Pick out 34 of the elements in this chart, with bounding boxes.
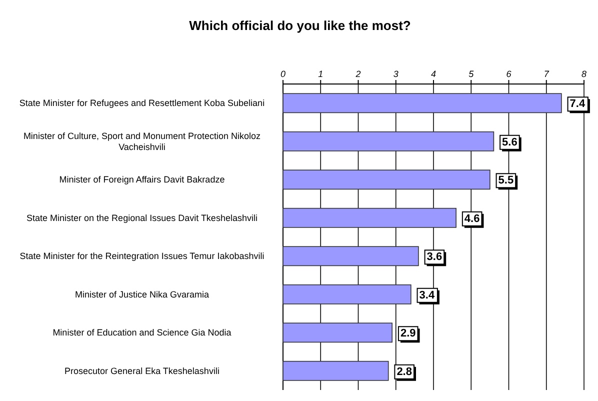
x-tick-label: 0: [280, 69, 286, 79]
data-label: 2.8: [396, 366, 412, 378]
chart-title: Which official do you like the most?: [189, 18, 411, 33]
y-tick-label: Minister of Education and Science Gia Nodia: [52, 328, 232, 338]
y-tick-label: State Minister on the Regional Issues Davit Tkeshelashvili: [26, 212, 258, 223]
y-tick-label: Minister of Justice Nika Gvaramia: [74, 289, 210, 300]
bar: [282, 284, 412, 304]
data-label: 3.4: [419, 289, 436, 302]
data-label: 5.5: [498, 174, 514, 187]
bar: [282, 246, 419, 266]
y-tick-label: Minister of Foreign Affairs Davit Bakradze: [59, 174, 225, 185]
x-tick-label: 3: [393, 69, 398, 79]
x-tick-label: 7: [544, 69, 550, 79]
x-tick-label: 6: [506, 69, 512, 79]
x-tick-label: 4: [430, 69, 436, 79]
x-tick-label: 8: [581, 69, 587, 79]
x-tick-label: 5: [468, 69, 475, 79]
bar: [282, 322, 393, 343]
x-tick-label: 1: [318, 69, 324, 79]
y-tick-label: Minister of Culture, Sport and Monument Protection Nikoloz Vacheishvili: [23, 130, 262, 152]
data-label: 7.4: [570, 98, 586, 110]
data-label: 3.6: [426, 251, 442, 264]
data-label: 4.6: [464, 212, 480, 225]
y-tick-label: State Minister for Refugees and Resettlement Koba Subeliani: [19, 98, 265, 108]
x-tick-label: 2: [354, 69, 361, 79]
bar: [282, 360, 389, 381]
y-tick-label: Prosecutor General Eka Tkeshelashvili: [64, 366, 220, 376]
bar: [282, 131, 494, 152]
bar: [282, 93, 562, 114]
bar: [282, 208, 456, 228]
y-tick-label: State Minister for the Reintegration Issues Temur Iakobashvili: [20, 251, 264, 262]
bar: [282, 170, 490, 190]
data-label: 2.9: [400, 328, 416, 340]
data-label: 5.6: [502, 136, 518, 148]
